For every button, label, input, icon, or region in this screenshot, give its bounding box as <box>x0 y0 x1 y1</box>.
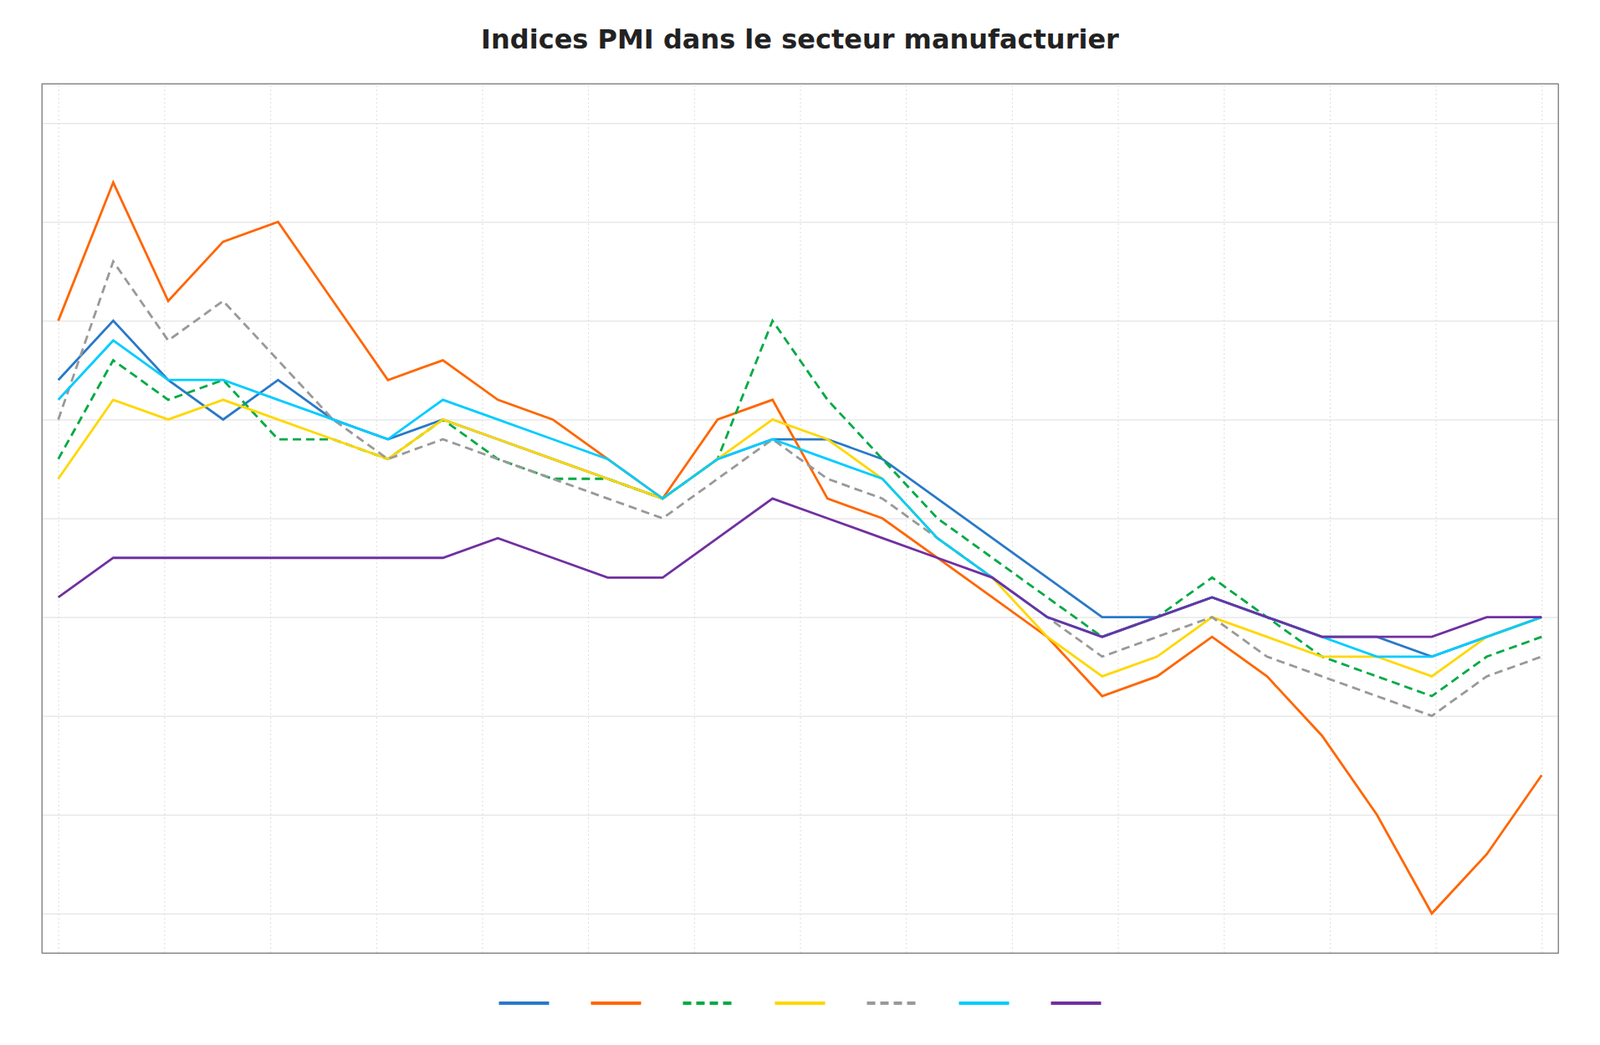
x-grid-line <box>1012 83 1013 953</box>
x-tick <box>1118 83 1120 953</box>
plot-frame <box>41 83 1559 953</box>
x-grid-line <box>58 83 60 953</box>
x-tick <box>694 83 696 953</box>
x-tick <box>163 83 165 953</box>
series-line <box>58 261 1543 716</box>
plot <box>41 83 1560 954</box>
y-axis-line <box>42 84 1560 954</box>
series-line <box>58 340 1543 657</box>
x-axis <box>42 83 1560 954</box>
x-grid-line <box>376 83 378 953</box>
legend-swatch <box>1051 1001 1102 1005</box>
x-tick <box>587 83 589 953</box>
series-line <box>58 498 1543 637</box>
x-grid-line <box>270 83 271 953</box>
x-grid-line <box>1541 83 1543 953</box>
x-grid-line <box>481 83 483 953</box>
y-grid-line <box>41 715 1559 717</box>
legend-swatch <box>867 1001 918 1005</box>
x-grid-line <box>587 83 589 953</box>
x-tick <box>800 83 802 953</box>
x-grid-line <box>1436 83 1437 953</box>
x-tick <box>1329 83 1331 953</box>
x-tick <box>376 83 378 953</box>
y-axis <box>41 84 1559 954</box>
series-line <box>58 182 1543 914</box>
legend-swatch <box>499 1001 550 1005</box>
series-line <box>58 399 1543 677</box>
title: Indices PMI dans le secteur manufacturie… <box>480 23 1120 56</box>
x-tick <box>1012 83 1013 953</box>
legend-swatch <box>959 1001 1010 1005</box>
x-tick <box>1541 83 1543 953</box>
x-tick <box>1436 83 1437 953</box>
y-grid-line <box>41 518 1559 520</box>
x-grid-line <box>1118 83 1120 953</box>
x-tick <box>270 83 271 953</box>
y-tick <box>41 221 1559 223</box>
legend-swatch <box>683 1001 734 1005</box>
lines <box>58 182 1543 914</box>
x-tick <box>905 83 907 953</box>
legend-swatch <box>775 1001 826 1005</box>
x-tick <box>58 83 60 953</box>
y-tick <box>41 518 1559 520</box>
x-axis-line <box>42 83 1560 954</box>
y-grid-line <box>41 221 1559 223</box>
y-tick <box>41 715 1559 717</box>
x-grid-line <box>1223 83 1225 953</box>
x-grid-line <box>800 83 802 953</box>
x-grid-line <box>163 83 165 953</box>
chart: Indices PMI dans le secteur manufacturie… <box>0 0 1600 1045</box>
x-grid-line <box>694 83 696 953</box>
series-line <box>58 320 1543 656</box>
x-grid-line <box>905 83 907 953</box>
x-grid-line <box>1329 83 1331 953</box>
legend <box>499 1002 1102 1004</box>
legend-swatch <box>591 1001 642 1005</box>
x-tick <box>481 83 483 953</box>
x-tick <box>1223 83 1225 953</box>
series-line <box>58 320 1543 696</box>
